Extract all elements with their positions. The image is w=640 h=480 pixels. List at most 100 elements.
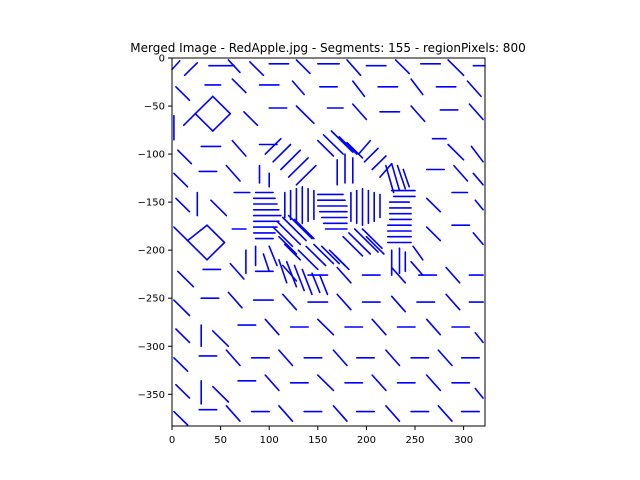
segment-line-199 bbox=[361, 228, 383, 249]
y-tick-label-3: −150 bbox=[138, 198, 165, 209]
segment-line-215 bbox=[311, 272, 321, 294]
segment-line-179 bbox=[287, 214, 313, 240]
segment-line-182 bbox=[283, 243, 302, 261]
plot-area bbox=[172, 58, 485, 426]
y-tick-label-5: −250 bbox=[138, 294, 165, 305]
segment-line-103 bbox=[425, 318, 442, 336]
segment-line-24 bbox=[466, 80, 482, 98]
segment-line-0 bbox=[171, 60, 181, 71]
segment-line-83 bbox=[227, 291, 243, 309]
segment-line-47 bbox=[173, 172, 189, 188]
x-tick-label-0: 0 bbox=[169, 435, 175, 446]
x-tick-label-1: 50 bbox=[214, 435, 227, 446]
segment-line-144 bbox=[272, 143, 292, 163]
segment-line-6 bbox=[295, 59, 311, 75]
segment-line-14 bbox=[175, 86, 191, 102]
segment-line-63 bbox=[206, 224, 226, 244]
segment-line-40 bbox=[177, 149, 193, 165]
segment-line-44 bbox=[447, 143, 465, 161]
segment-line-133 bbox=[225, 404, 241, 423]
segment-line-153 bbox=[357, 139, 372, 155]
x-axis: 0 50 100 150 200 250 300 bbox=[169, 426, 473, 446]
segment-line-146 bbox=[287, 157, 309, 178]
segment-line-79 bbox=[445, 266, 461, 284]
segment-line-150 bbox=[330, 130, 354, 153]
segment-line-35 bbox=[351, 103, 368, 121]
segment-line-22 bbox=[410, 78, 424, 96]
segment-line-128 bbox=[425, 374, 442, 392]
segment-line-60 bbox=[173, 226, 189, 242]
segment-line-75 bbox=[336, 266, 352, 284]
segment-line-55 bbox=[210, 199, 228, 217]
segment-line-10 bbox=[394, 59, 411, 75]
segment-line-212 bbox=[285, 260, 298, 288]
chart-title: Merged Image - RedApple.jpg - Segments: … bbox=[130, 41, 525, 55]
segment-line-62 bbox=[206, 241, 226, 261]
segment-line-216 bbox=[318, 274, 329, 296]
segment-line-97 bbox=[264, 318, 280, 336]
segment-line-218 bbox=[305, 245, 327, 267]
segment-line-177 bbox=[276, 220, 302, 246]
segment-line-213 bbox=[293, 264, 306, 292]
segment-line-64 bbox=[186, 224, 208, 242]
segment-line-135 bbox=[278, 404, 294, 423]
segment-line-124 bbox=[316, 374, 335, 392]
segment-line-91 bbox=[445, 293, 461, 311]
segment-line-214 bbox=[301, 268, 313, 296]
segment-line-211 bbox=[278, 258, 288, 284]
segment-line-176 bbox=[272, 226, 294, 248]
segment-line-120 bbox=[212, 385, 230, 403]
segment-line-108 bbox=[225, 349, 241, 367]
segment-line-159 bbox=[396, 164, 407, 190]
y-tick-label-1: −50 bbox=[144, 102, 165, 113]
segment-line-4 bbox=[249, 60, 265, 77]
y-tick-label-4: −200 bbox=[138, 246, 165, 257]
segment-line-66 bbox=[425, 226, 442, 242]
segment-line-197 bbox=[348, 232, 372, 255]
segment-line-27 bbox=[212, 95, 232, 115]
segment-line-59 bbox=[474, 199, 484, 211]
segment-line-141 bbox=[437, 404, 453, 423]
segment-line-157 bbox=[385, 164, 395, 194]
segment-line-61 bbox=[186, 239, 208, 261]
segment-line-131 bbox=[173, 410, 189, 426]
y-tick-label-0: 0 bbox=[159, 54, 165, 65]
segment-line-235 bbox=[410, 260, 424, 276]
segment-line-222 bbox=[334, 255, 350, 271]
segments-layer bbox=[171, 59, 486, 426]
segment-line-198 bbox=[353, 228, 379, 253]
segment-line-130 bbox=[474, 387, 484, 399]
y-tick-label-2: −100 bbox=[138, 150, 165, 161]
segment-line-106 bbox=[173, 356, 189, 373]
segment-line-122 bbox=[264, 374, 280, 392]
segment-line-118 bbox=[175, 383, 191, 399]
segment-line-105 bbox=[474, 331, 484, 344]
segment-line-49 bbox=[225, 164, 241, 182]
segment-line-51 bbox=[453, 164, 469, 182]
segment-line-101 bbox=[371, 318, 387, 336]
segment-line-46 bbox=[470, 145, 484, 163]
segment-line-28 bbox=[212, 112, 232, 132]
segment-line-57 bbox=[425, 197, 442, 213]
segment-line-110 bbox=[278, 349, 294, 367]
x-tick-label-2: 100 bbox=[260, 435, 279, 446]
segment-line-89 bbox=[390, 295, 407, 313]
segment-line-30 bbox=[194, 95, 214, 115]
x-tick-label-4: 200 bbox=[357, 435, 376, 446]
segment-line-200 bbox=[365, 235, 385, 255]
segment-line-155 bbox=[371, 155, 387, 171]
segment-line-39 bbox=[468, 103, 484, 121]
x-tick-label-3: 150 bbox=[308, 435, 327, 446]
segment-line-77 bbox=[390, 266, 407, 284]
segment-line-181 bbox=[278, 235, 298, 255]
segment-line-148 bbox=[316, 139, 335, 157]
segment-line-178 bbox=[281, 216, 307, 242]
segment-line-223 bbox=[268, 245, 278, 267]
x-tick-label-5: 250 bbox=[405, 435, 424, 446]
segment-line-8 bbox=[346, 59, 362, 77]
segment-line-20 bbox=[351, 80, 366, 98]
segment-line-69 bbox=[177, 270, 195, 288]
segment-line-12 bbox=[447, 59, 465, 77]
segment-line-137 bbox=[332, 404, 348, 423]
